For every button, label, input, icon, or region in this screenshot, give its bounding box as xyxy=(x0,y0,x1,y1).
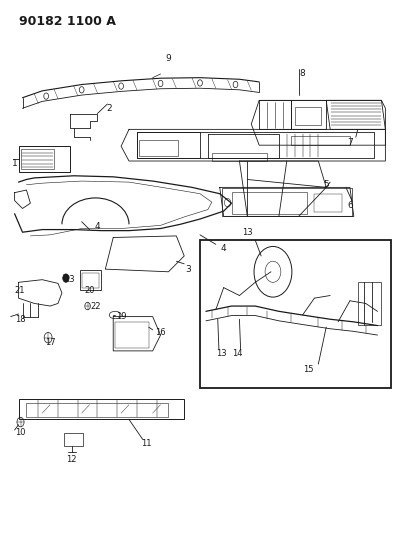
Text: 4: 4 xyxy=(95,222,100,231)
Circle shape xyxy=(63,274,69,282)
Bar xyxy=(26,402,168,417)
Bar xyxy=(295,107,322,125)
Bar xyxy=(18,399,184,419)
Bar xyxy=(314,193,342,212)
Bar xyxy=(18,146,70,172)
Text: 13: 13 xyxy=(216,349,227,358)
Text: 6: 6 xyxy=(347,201,353,211)
Text: 7: 7 xyxy=(347,138,353,147)
Text: 11: 11 xyxy=(142,439,152,448)
Text: 8: 8 xyxy=(300,69,306,78)
Bar xyxy=(82,273,99,288)
Text: 3: 3 xyxy=(185,265,191,273)
Bar xyxy=(64,433,83,446)
Text: 16: 16 xyxy=(155,328,165,337)
Text: 17: 17 xyxy=(45,338,56,348)
Text: 20: 20 xyxy=(84,286,95,295)
Text: 5: 5 xyxy=(323,180,329,189)
Bar xyxy=(80,270,101,290)
Text: 2: 2 xyxy=(106,104,112,113)
Bar xyxy=(21,149,54,169)
Bar xyxy=(232,191,306,214)
Text: 13: 13 xyxy=(242,228,253,237)
Text: 9: 9 xyxy=(166,54,171,63)
Text: 22: 22 xyxy=(90,302,101,311)
Text: 18: 18 xyxy=(15,315,25,324)
Text: 21: 21 xyxy=(15,286,25,295)
Text: 12: 12 xyxy=(66,455,77,464)
Bar xyxy=(115,322,149,348)
Text: 4: 4 xyxy=(221,244,226,253)
Text: 14: 14 xyxy=(232,349,243,358)
Bar xyxy=(222,189,352,216)
Bar xyxy=(212,152,267,161)
Text: 19: 19 xyxy=(116,312,126,321)
Text: 15: 15 xyxy=(303,365,314,374)
Text: 10: 10 xyxy=(15,428,25,437)
Text: 90182 1100 A: 90182 1100 A xyxy=(18,15,116,28)
Bar xyxy=(139,140,178,156)
Bar xyxy=(200,240,391,388)
Bar xyxy=(358,282,382,325)
Text: 1: 1 xyxy=(12,159,18,168)
Text: 23: 23 xyxy=(64,275,74,284)
Bar xyxy=(291,136,350,145)
